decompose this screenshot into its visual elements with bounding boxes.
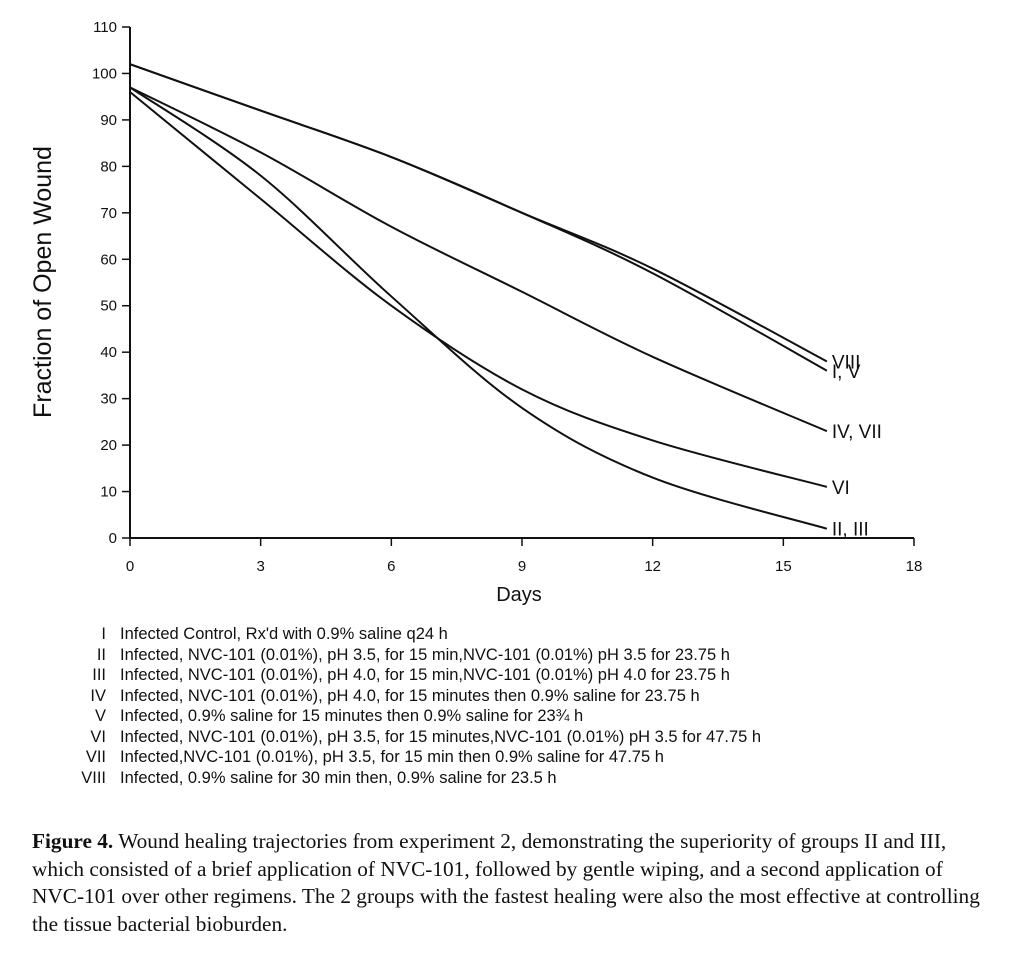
y-tick-label: 60 (100, 251, 117, 268)
x-tick-label: 3 (256, 558, 264, 575)
legend-item: IV Infected, NVC-101 (0.01%), pH 4.0, for… (70, 686, 1010, 707)
legend-item-number: I (101, 625, 106, 643)
x-tick-label: 12 (644, 558, 661, 575)
legend-item-number: III (92, 666, 106, 684)
x-tick-label: 0 (126, 558, 134, 575)
y-axis-label: Fraction of Open Wound (29, 146, 57, 418)
figure-caption-text: Wound healing trajectories from experime… (32, 829, 980, 936)
x-tick-label: 15 (775, 558, 792, 575)
legend-item-number: VII (85, 748, 106, 766)
series-line (129, 86, 828, 433)
series-line (129, 86, 828, 530)
series-end-label: IV, VII (832, 422, 882, 443)
y-tick-label: 100 (92, 65, 117, 82)
series-end-label: VIII (832, 352, 861, 373)
figure-caption: Figure 4. Wound healing trajectories fro… (32, 828, 982, 938)
legend-item-text: Infected, NVC-101 (0.01%), pH 4.0, for 1… (120, 666, 730, 684)
series-end-label: II, III (832, 520, 869, 541)
y-tick-label: 0 (109, 530, 117, 547)
legend-item-text: Infected, NVC-101 (0.01%), pH 3.5, for 1… (120, 645, 730, 664)
x-tick-label: 6 (387, 558, 395, 575)
legend-item-number: II (96, 645, 106, 664)
series-end-label: I, V (832, 362, 861, 383)
legend-item: VII Infected,NVC-101 (0.01%), pH 3.5, for… (70, 747, 1010, 768)
x-axis-label: Days (496, 584, 542, 606)
legend-item-text: Infected Control, Rx'd with 0.9% saline … (120, 625, 448, 643)
series-line (129, 63, 828, 372)
legend-item: I Infected Control, Rx'd with 0.9% saline… (70, 624, 1010, 645)
legend-item-text: Infected, NVC-101 (0.01%), pH 4.0, for 1… (120, 686, 700, 705)
legend-item: II Infected, NVC-101 (0.01%), pH 3.5, for… (70, 645, 1010, 666)
chart-ticks: 0 10 20 30 40 50 60 70 80 90 100 110 0 3 6 9 12 15 18 (92, 19, 922, 575)
group-legend: I Infected Control, Rx'd with 0.9% saline… (70, 624, 1010, 788)
legend-item-text: Infected,NVC-101 (0.01%), pH 3.5, for 15… (120, 748, 664, 766)
legend-item: V Infected, 0.9% saline for 15 minutes th… (70, 706, 1010, 727)
y-tick-label: 40 (100, 344, 117, 361)
legend-item-text: Infected, 0.9% saline for 30 min then, 0… (120, 768, 557, 787)
y-tick-label: 110 (93, 19, 117, 36)
series-end-label: VI (832, 478, 850, 499)
legend-item-number: IV (90, 686, 106, 705)
legend-item: VIII Infected, 0.9% saline for 30 min the… (70, 768, 1010, 789)
y-tick-label: 50 (100, 298, 117, 315)
legend-item-number: V (94, 707, 106, 725)
figure-label: Figure 4. (32, 829, 114, 853)
y-tick-label: 80 (100, 158, 117, 175)
chart-axes (129, 27, 914, 539)
x-tick-label: 18 (906, 558, 923, 575)
legend-item-number: VIII (81, 768, 106, 787)
y-tick-label: 10 (100, 484, 117, 501)
legend-item: VI Infected, NVC-101 (0.01%), pH 3.5, for… (70, 727, 1010, 748)
series-line (129, 63, 828, 363)
y-tick-label: 20 (100, 437, 117, 454)
y-tick-label: 30 (100, 391, 117, 408)
y-tick-label: 70 (100, 205, 117, 222)
series-line (129, 91, 828, 488)
x-tick-label: 9 (518, 558, 526, 575)
legend-item-number: VI (90, 727, 106, 746)
legend-item-text: Infected, NVC-101 (0.01%), pH 3.5, for 1… (120, 727, 762, 746)
legend-item-text: Infected, 0.9% saline for 15 minutes the… (120, 707, 584, 725)
legend-item: III Infected, NVC-101 (0.01%), pH 4.0, fo… (70, 665, 1010, 686)
y-tick-label: 90 (100, 112, 117, 129)
